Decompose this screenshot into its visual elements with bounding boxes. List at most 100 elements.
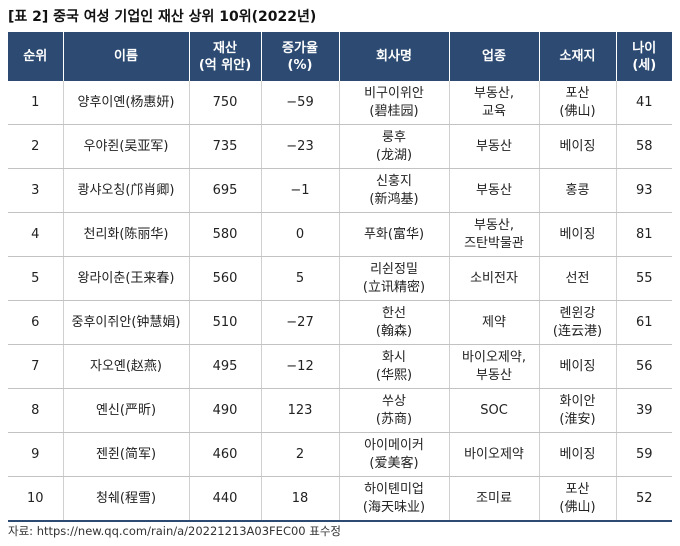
table-body: 1 양후이옌(杨惠妍) 750 −59 비구이위안 (碧桂园) 부동산, 교육 포산 (佛山) 41… (8, 81, 672, 522)
cell-line: 교육 (482, 103, 506, 119)
wealth-table: 순위 이름 재산 (억 위안) 증가율 (%) 회사명 업종 소재지 나이 (세) 1 양후이옌(杨惠… (8, 32, 672, 522)
growth-cell: −59 (260, 81, 339, 125)
cell-line: 롄윈강 (559, 305, 596, 321)
rank-cell: 9 (8, 432, 63, 477)
location-cell: 홍콩 (538, 168, 616, 213)
wealth-cell: 695 (188, 168, 261, 213)
cell-line: 홍콩 (565, 182, 590, 198)
growth-cell: 18 (260, 476, 339, 522)
wealth-cell: 560 (188, 256, 261, 301)
cell-line: 조미료 (476, 490, 512, 506)
growth-cell: 5 (260, 256, 339, 301)
header-label: 순위 (23, 49, 48, 64)
company-cell: 신훙지 (新鸿基) (338, 168, 449, 213)
industry-cell: 부동산, 즈탄박물관 (448, 212, 539, 257)
growth-cell: −1 (260, 168, 339, 213)
wealth-cell: 580 (188, 212, 261, 257)
table-row: 5 왕라이춘(王来春) 560 5 리쉰정밀 (立讯精密) 소비전자 선전 55 (8, 256, 672, 301)
location-cell: 베이징 (538, 212, 616, 257)
cell-line: 소비전자 (470, 270, 518, 286)
cell-line: 부동산 (476, 138, 512, 154)
cell-line: 베이징 (559, 446, 596, 462)
location-cell: 선전 (538, 256, 616, 301)
table-row: 4 천리화(陈丽华) 580 0 푸화(富华) 부동산, 즈탄박물관 베이징 81 (8, 212, 672, 257)
header-wealth: 재산 (억 위안) (188, 32, 262, 81)
rank-cell: 10 (8, 476, 63, 522)
cell-line: 화이안 (559, 393, 596, 409)
wealth-cell: 440 (188, 476, 261, 522)
company-cell: 화시 (华熙) (338, 344, 449, 389)
company-cell: 리쉰정밀 (立讯精密) (338, 256, 449, 301)
table-header-row: 순위 이름 재산 (억 위안) 증가율 (%) 회사명 업종 소재지 나이 (세) (8, 32, 672, 81)
industry-cell: SOC (448, 388, 539, 433)
industry-cell: 부동산 (448, 168, 539, 213)
location-cell: 롄윈강 (连云港) (538, 300, 616, 345)
name-cell: 천리화(陈丽华) (62, 212, 189, 257)
cell-line: 리쉰정밀 (370, 261, 418, 277)
cell-line: 부동산, (473, 217, 514, 233)
location-cell: 베이징 (538, 344, 616, 389)
table-row: 7 자오옌(赵燕) 495 −12 화시 (华熙) 바이오제약, 부동산 베이징 56 (8, 344, 672, 389)
cell-line: 베이징 (559, 358, 596, 374)
source-note: 자료: https://new.qq.com/rain/a/20221213A0… (8, 524, 341, 538)
growth-cell: −27 (260, 300, 339, 345)
location-cell: 포산 (佛山) (538, 81, 616, 125)
cell-line: 쑤상 (382, 393, 406, 409)
name-cell: 왕라이춘(王来春) (62, 256, 189, 301)
cell-line: (连云港) (552, 323, 603, 339)
cell-line: 선전 (565, 270, 590, 286)
header-growth: 증가율 (%) (260, 32, 340, 81)
location-cell: 포산 (佛山) (538, 476, 616, 522)
header-rank: 순위 (8, 32, 64, 81)
company-cell: 하이톈미업 (海天味业) (338, 476, 449, 522)
name-cell: 쾅샤오칭(邝肖卿) (62, 168, 189, 213)
header-label: 이름 (114, 49, 138, 64)
age-cell: 58 (615, 124, 672, 169)
rank-cell: 7 (8, 344, 63, 389)
company-cell: 룽후 (龙湖) (338, 124, 449, 169)
cell-line: 베이징 (559, 226, 596, 242)
cell-line: 포산 (565, 481, 590, 497)
wealth-cell: 750 (188, 81, 261, 125)
name-cell: 중후이쥐안(钟慧娟) (62, 300, 189, 345)
rank-cell: 3 (8, 168, 63, 213)
cell-line: 부동산 (476, 367, 512, 383)
rank-cell: 4 (8, 212, 63, 257)
cell-line: 한선 (382, 305, 406, 321)
header-label: 소재지 (559, 49, 596, 64)
cell-line: (淮安) (559, 411, 596, 427)
cell-line: 포산 (565, 85, 590, 101)
cell-line: 부동산, (473, 85, 514, 101)
location-cell: 베이징 (538, 124, 616, 169)
name-cell: 옌신(严昕) (62, 388, 189, 433)
cell-line: (翰森) (375, 323, 413, 339)
table-title: [표 2] 중국 여성 기업인 재산 상위 10위(2022년) (8, 9, 317, 25)
cell-line: (华熙) (375, 367, 413, 383)
cell-line: (爱美客) (369, 455, 419, 471)
age-cell: 61 (615, 300, 672, 345)
growth-cell: 0 (260, 212, 339, 257)
age-cell: 39 (615, 388, 672, 433)
cell-line: 제약 (482, 314, 506, 330)
cell-line: 신훙지 (376, 173, 412, 189)
header-label: 나이 (632, 40, 657, 56)
wealth-cell: 735 (188, 124, 261, 169)
name-cell: 젠쥔(简军) (62, 432, 189, 477)
header-industry: 업종 (448, 32, 540, 81)
cell-line: 룽후 (382, 129, 406, 145)
rank-cell: 6 (8, 300, 63, 345)
name-cell: 우야쥔(吴亚军) (62, 124, 189, 169)
industry-cell: 소비전자 (448, 256, 539, 301)
industry-cell: 조미료 (448, 476, 539, 522)
header-label: (%) (287, 57, 313, 73)
age-cell: 52 (615, 476, 672, 522)
cell-line: SOC (480, 402, 508, 418)
header-age: 나이 (세) (615, 32, 672, 81)
wealth-cell: 490 (188, 388, 261, 433)
header-label: 업종 (482, 49, 506, 64)
header-location: 소재지 (538, 32, 617, 81)
cell-line: 바이오제약 (464, 446, 524, 462)
cell-line: 부동산 (476, 182, 512, 198)
rank-cell: 8 (8, 388, 63, 433)
table-row: 3 쾅샤오칭(邝肖卿) 695 −1 신훙지 (新鸿基) 부동산 홍콩 93 (8, 168, 672, 213)
